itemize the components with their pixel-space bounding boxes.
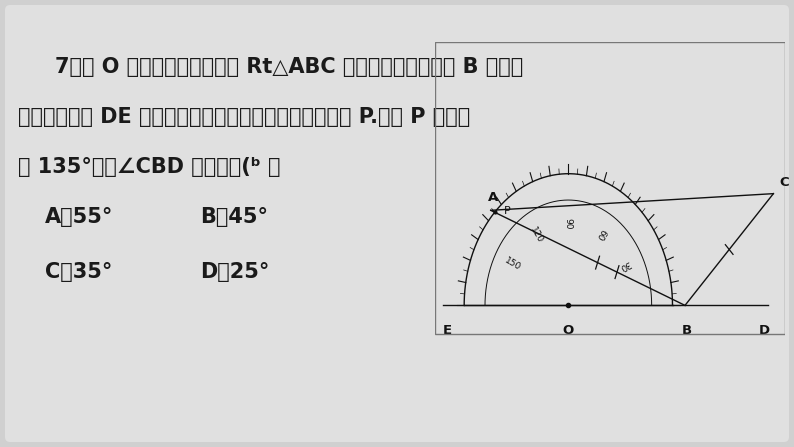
Text: 为 135°，则∠CBD 的度数是(ᵇ ）: 为 135°，则∠CBD 的度数是(ᵇ ） (18, 157, 280, 177)
Text: A: A (488, 191, 498, 204)
Text: 150: 150 (503, 257, 522, 273)
Text: P: P (504, 206, 511, 216)
Text: D: D (758, 324, 769, 337)
Text: 120: 120 (528, 225, 544, 245)
Text: B: B (682, 324, 692, 337)
Text: D．25°: D．25° (200, 262, 269, 282)
Text: 60: 60 (594, 228, 607, 242)
Text: E: E (443, 324, 452, 337)
Text: O: O (563, 324, 574, 337)
Text: C: C (779, 177, 788, 190)
Text: 30: 30 (617, 258, 631, 271)
Text: 90: 90 (564, 218, 572, 229)
FancyBboxPatch shape (5, 5, 789, 442)
Text: A．55°: A．55° (45, 207, 114, 227)
Text: 度线所在直线 DE 上，且量角器与三角板只有一个公共点 P.若点 P 的读数: 度线所在直线 DE 上，且量角器与三角板只有一个公共点 P.若点 P 的读数 (18, 107, 470, 127)
Text: C．35°: C．35° (45, 262, 113, 282)
Text: B．45°: B．45° (200, 207, 268, 227)
Text: 7．以 O 为中心点的量角器与 Rt△ABC 如图摆放，直角顶点 B 在零刻: 7．以 O 为中心点的量角器与 Rt△ABC 如图摆放，直角顶点 B 在零刻 (55, 57, 523, 77)
